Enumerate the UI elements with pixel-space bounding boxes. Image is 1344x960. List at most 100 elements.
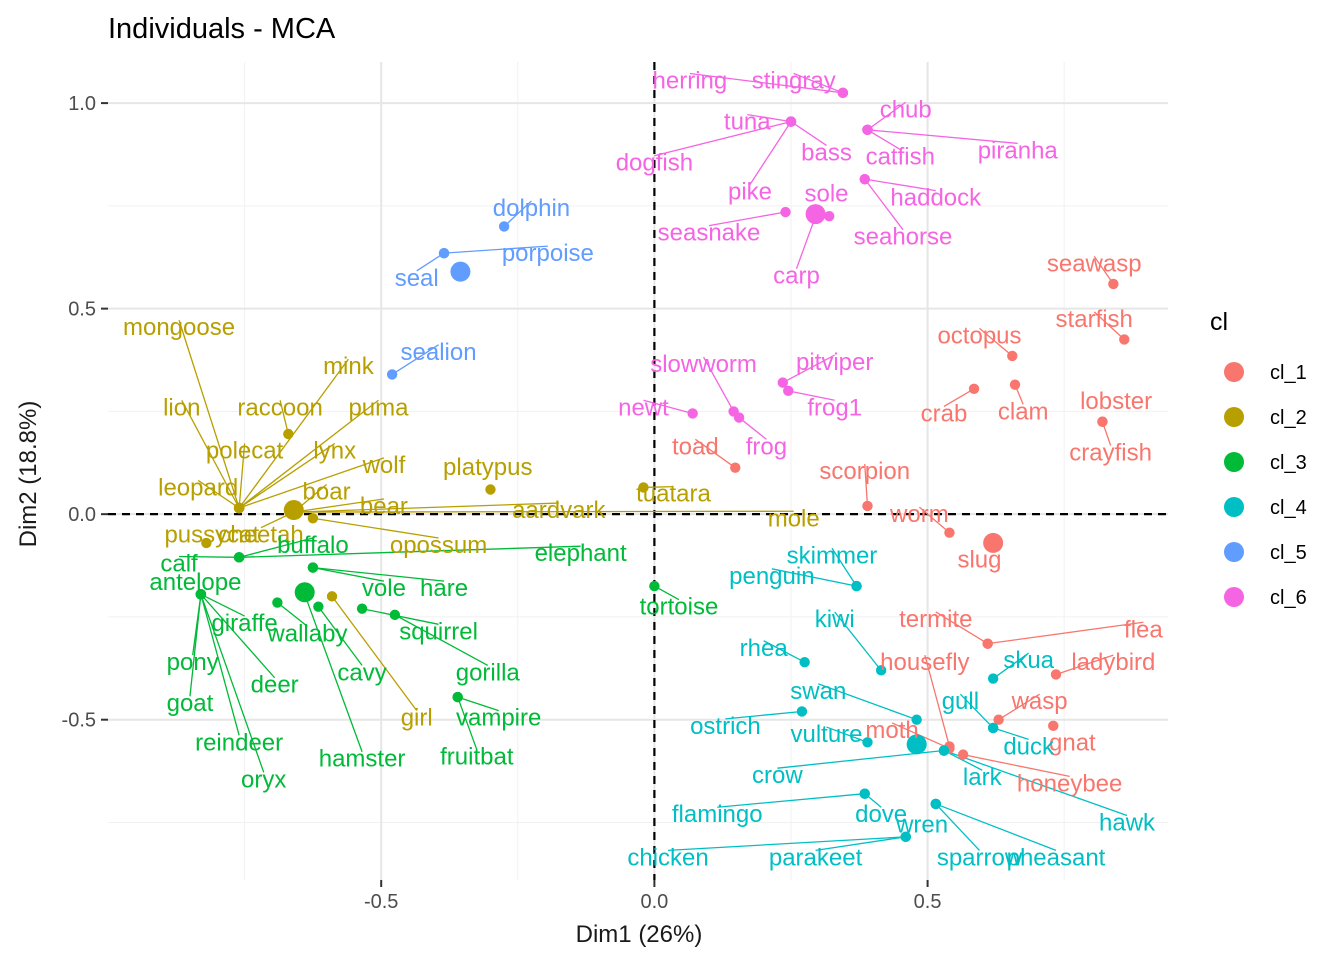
point-label: porpoise [502,240,594,267]
leader-line [238,457,385,509]
leader-line [864,178,936,192]
legend-label: cl_6 [1270,587,1307,609]
point-pike [785,116,797,127]
leader-line [238,358,349,509]
point-label: haddock [890,185,982,212]
legend-label: cl_3 [1270,452,1307,474]
point-label: parakeet [769,844,863,871]
point-raccoon [283,428,294,440]
leader-line [1093,256,1114,285]
point-label: sealion [401,339,477,366]
centroid-cl_4 [906,734,927,755]
legend-title: cl [1210,308,1228,336]
point-calf [233,552,245,563]
leader-line [962,753,1070,778]
leader-line [795,215,817,269]
leader-line [867,129,901,151]
point-swan [911,714,922,725]
leader-line [788,390,835,401]
point-label: mongoose [123,314,235,341]
point-seasnake [780,206,791,218]
point-label: aardvark [512,497,606,524]
point-label: vampire [456,705,541,732]
centroid-cl_5 [450,261,471,282]
point-label: reindeer [195,729,283,756]
point-girl [326,591,338,602]
leader-line [238,443,246,509]
point-label: dove [855,801,907,828]
point-sealion [386,369,398,380]
point-labels: seawasp starfish octopus clam crab lobster cra… [123,67,1163,871]
point-stingray [837,87,849,99]
leader-line [943,749,983,771]
x-tick-label: 0.5 [914,891,942,913]
point-label: squirrel [399,618,478,645]
y-axis-title: Dim2 (18.8%) [15,401,42,548]
y-tick-label: -0.5 [62,710,96,732]
point-label: elephant [535,540,627,567]
leader-line [312,517,439,539]
leader-line [818,683,917,721]
point-label: crow [752,762,803,789]
point-octopus [1007,350,1018,362]
legend-label: cl_2 [1270,407,1307,429]
point-piranha [862,124,873,136]
point-label: puma [348,394,409,421]
leader-line [394,614,489,666]
leader-line [864,463,869,506]
point-label: pussycat [164,522,259,549]
point-ostrich [796,706,808,717]
point-label: gorilla [456,659,521,686]
leader-line [238,442,336,509]
point-wallaby [272,597,283,608]
centroid-cl_3 [294,582,315,603]
point-label: toad [672,433,719,460]
point-label: lobster [1080,388,1152,415]
point-vulture [862,737,873,748]
leader-line [276,602,308,627]
leader-line [918,506,950,534]
centroid-cl_2 [283,500,304,521]
leader-line [200,594,240,736]
point-label: deer [251,672,299,699]
point-duck [987,722,999,734]
point-label: crayfish [1069,440,1152,467]
leader-line [293,502,559,513]
leader-line [738,417,767,440]
leader-line [391,344,439,375]
leader-line [992,727,1029,741]
axis-ticks: -0.5 0.0 0.5 -0.5 0.0 0.5 1.0 [62,93,942,913]
leader-line [725,710,802,720]
leader-line [998,693,1040,721]
leader-line [189,594,202,697]
leader-line [238,537,314,558]
leader-line [457,696,478,750]
leader-line [702,356,735,412]
zero-reference-lines [108,62,1168,880]
legend-key-cl_1 [1224,362,1244,382]
point-flea [982,638,993,649]
leader-line [443,245,548,254]
leader-line [312,566,385,582]
point-pitviper [777,377,788,388]
point-seal [438,247,450,259]
point-penguin [851,580,862,592]
point-toad [730,462,741,473]
point-label: raccoon [237,394,322,421]
point-rhea [799,656,810,668]
point-label: mole [768,505,820,532]
legend-key-cl_3 [1224,452,1244,472]
point-label: cheetah [218,522,303,549]
leader-line [200,593,245,617]
leader-line [331,595,418,712]
point-label: carp [773,263,820,290]
point-label: crab [921,400,968,427]
point-gnat [1048,720,1059,732]
leader-line [689,72,843,94]
leader-line [178,319,240,509]
point-label: wallaby [266,620,347,647]
point-sole [824,210,835,222]
point-label: catfish [866,144,935,171]
point-label: cavy [337,659,386,686]
